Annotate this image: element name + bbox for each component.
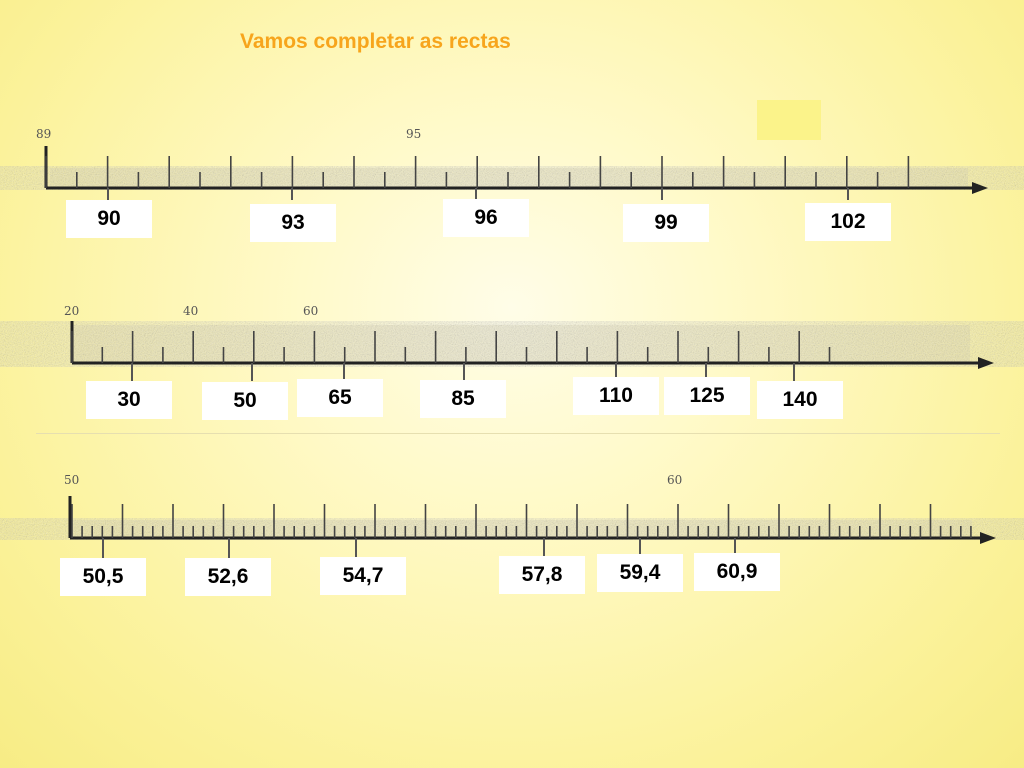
scale-label: 89 [36, 127, 51, 141]
scale-label: 60 [667, 473, 682, 487]
scale-label: 50 [64, 473, 79, 487]
answer-box: 54,7 [320, 557, 406, 595]
page-title: Vamos completar as rectas [240, 30, 511, 53]
answer-box: 59,4 [597, 554, 683, 592]
scale-label: 95 [406, 127, 421, 141]
answer-box: 102 [805, 203, 891, 241]
scan-grain [72, 325, 970, 363]
answer-box: 52,6 [185, 558, 271, 596]
answer-box: 99 [623, 204, 709, 242]
axis-arrow [978, 357, 994, 369]
answer-box: 50,5 [60, 558, 146, 596]
answer-box: 93 [250, 204, 336, 242]
answer-box: 65 [297, 379, 383, 417]
answer-box: 30 [86, 381, 172, 419]
scan-grain [70, 520, 972, 538]
answer-box: 96 [443, 199, 529, 237]
number-line-1: 89 95 [36, 127, 988, 200]
answer-box: 50 [202, 382, 288, 420]
answer-box: 85 [420, 380, 506, 418]
number-line-2: 20 40 60 [64, 304, 994, 381]
divider [36, 433, 1000, 434]
number-line-3: 50 60 [64, 473, 996, 558]
axis-arrow [980, 532, 996, 544]
axis-arrow [972, 182, 988, 194]
scale-label: 20 [64, 304, 79, 318]
scan-grain [50, 168, 968, 188]
answer-box: 140 [757, 381, 843, 419]
scale-label: 40 [183, 304, 198, 318]
answer-box: 60,9 [694, 553, 780, 591]
highlight-patch [757, 100, 821, 140]
answer-box: 57,8 [499, 556, 585, 594]
scale-label: 60 [303, 304, 318, 318]
answer-box: 90 [66, 200, 152, 238]
answer-box: 110 [573, 377, 659, 415]
answer-box: 125 [664, 377, 750, 415]
